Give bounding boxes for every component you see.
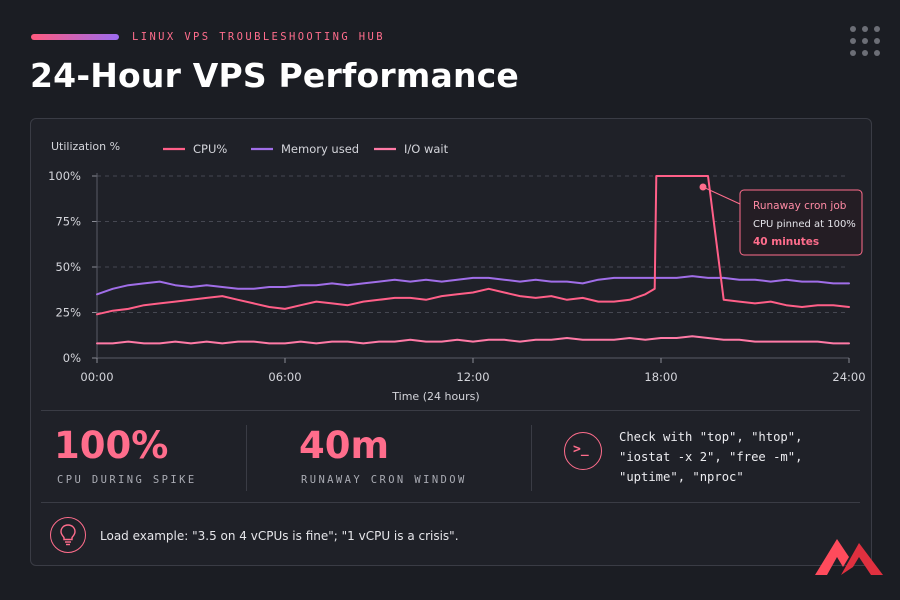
legend-entry: I/O wait (404, 142, 449, 156)
x-tick-label: 12:00 (456, 370, 489, 384)
command-hint-line-2: "iostat -x 2", "free -m", (619, 450, 803, 464)
x-tick-label: 18:00 (644, 370, 677, 384)
y-tick-label: 50% (55, 260, 81, 274)
performance-chart: Utilization % CPU% Memory used I/O wait 0%… (48, 140, 865, 403)
page-title: 24-Hour VPS Performance (30, 56, 519, 95)
x-tick-label: 24:00 (832, 370, 865, 384)
app-menu-icon[interactable] (850, 26, 880, 56)
y-tick-label: 100% (48, 169, 81, 183)
x-tick-label: 06:00 (268, 370, 301, 384)
lightbulb-icon (50, 517, 86, 553)
stat-cpu-spike-label: CPU DURING SPIKE (57, 474, 197, 486)
chart-grid (92, 173, 850, 363)
callout-leader-line (702, 186, 741, 205)
y-tick-label: 0% (63, 351, 81, 365)
y-tick-label: 25% (55, 306, 81, 320)
performance-panel: Utilization % CPU% Memory used I/O wait 0%… (30, 118, 872, 566)
runaway-cron-callout: Runaway cron job CPU pinned at 100% 40 m… (699, 183, 863, 256)
terminal-icon: >_ (564, 432, 602, 470)
accent-bar (31, 34, 119, 40)
stat-cron-window-value: 40m (299, 424, 390, 467)
command-hint-line-3: "uptime", "nproc" (619, 470, 744, 484)
callout-marker (699, 183, 707, 191)
legend-entry: Memory used (281, 142, 359, 156)
chart-stats-divider (41, 410, 860, 411)
stat-cron-window-label: RUNAWAY CRON WINDOW (301, 474, 467, 486)
y-axis-label: Utilization % (51, 140, 120, 153)
callout-line-1: CPU pinned at 100% (753, 219, 856, 230)
stat-divider-2 (531, 425, 532, 491)
load-example-note: Load example: "3.5 on 4 vCPUs is fine"; … (100, 529, 459, 543)
stat-divider-1 (246, 425, 247, 491)
stats-note-divider (41, 502, 860, 503)
brand-logo-icon (815, 539, 883, 575)
x-axis-label: Time (24 hours) (391, 390, 479, 403)
chart-series (96, 175, 850, 345)
y-tick-label: 75% (55, 215, 81, 229)
command-hint-line-1: Check with "top", "htop", (619, 430, 803, 444)
series-line-memory-used (96, 275, 850, 296)
series-line-i-o-wait (96, 335, 850, 345)
series-line-cpu (96, 175, 850, 316)
callout-line-2: 40 minutes (753, 236, 819, 248)
x-tick-label: 00:00 (80, 370, 113, 384)
callout-title: Runaway cron job (753, 200, 847, 212)
x-axis-ticks: 00:00 06:00 12:00 18:00 24:00 (80, 370, 865, 384)
callout-box (739, 189, 863, 256)
legend-entry: CPU% (193, 142, 227, 156)
chart-legend: CPU% Memory used I/O wait (163, 142, 449, 156)
header-kicker: LINUX VPS TROUBLESHOOTING HUB (132, 31, 385, 43)
stat-cpu-spike-value: 100% (54, 424, 169, 467)
y-axis-ticks: 0% 25% 50% 75% 100% (48, 169, 81, 365)
